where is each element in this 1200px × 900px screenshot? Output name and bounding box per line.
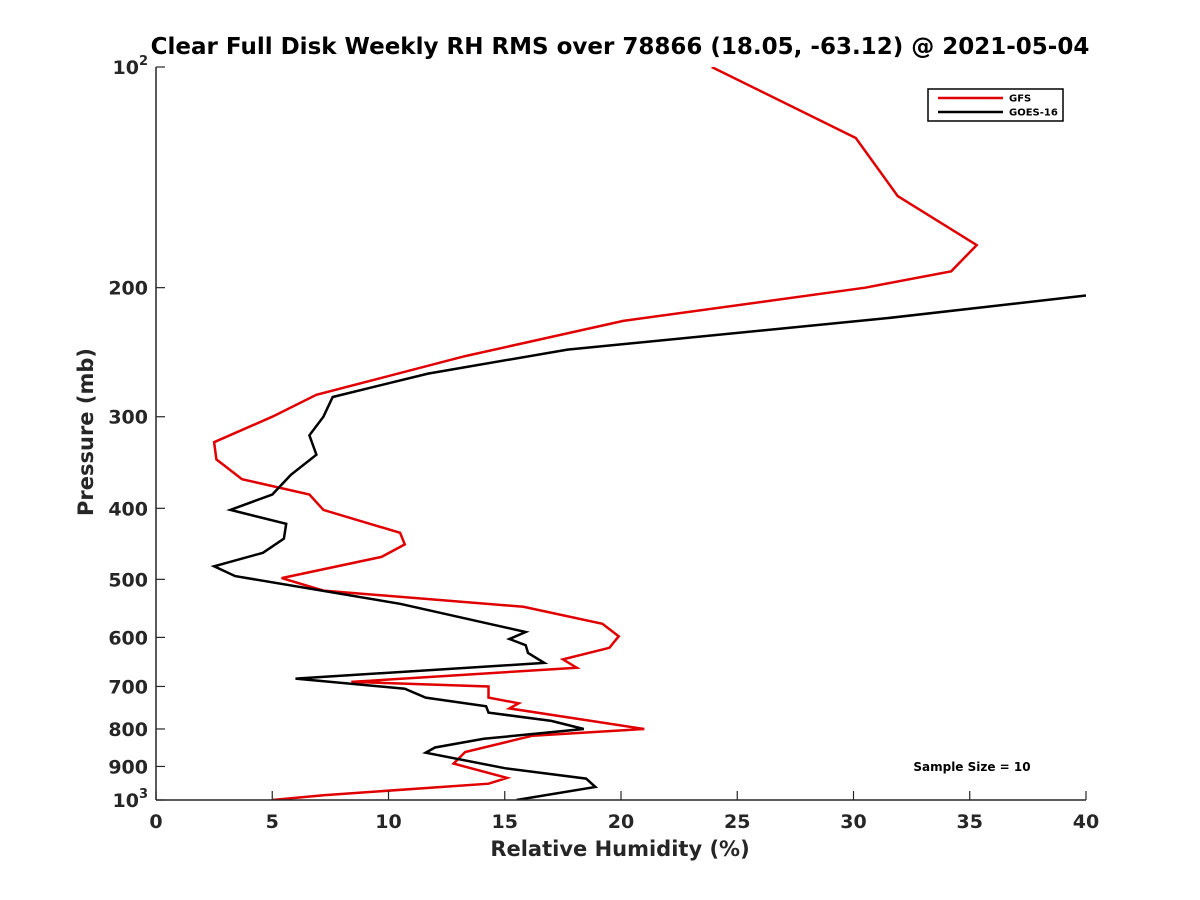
y-tick-label: 800 [108, 719, 148, 741]
legend-label-gfs: GFS [1009, 94, 1031, 105]
series-layer [210, 67, 1086, 800]
x-tick-label: 15 [492, 811, 518, 833]
y-tick-label: 700 [108, 676, 148, 698]
y-tick-label: 400 [108, 498, 148, 520]
x-tick-label: 25 [724, 811, 750, 833]
ticks-layer: 0 5 10 15 20 25 30 35 40 102 200 300 400 500 600 700 800… [108, 54, 1099, 833]
x-tick-label: 20 [608, 811, 634, 833]
legend: GFS GOES-16 [927, 88, 1064, 122]
x-tick-label: 0 [149, 811, 162, 833]
x-tick-label: 40 [1073, 811, 1099, 833]
chart-title: Clear Full Disk Weekly RH RMS over 78866… [151, 34, 1090, 60]
y-tick-label: 300 [108, 407, 148, 429]
y-tick-label: 900 [108, 756, 148, 778]
y-tick-label: 103 [113, 787, 149, 812]
series-line-goes-16 [210, 294, 1086, 800]
sample-size-annotation: Sample Size = 10 [913, 760, 1030, 774]
y-tick-label: 500 [108, 569, 148, 591]
y-axis-label: Pressure (mb) [74, 348, 98, 516]
x-tick-label: 10 [375, 811, 401, 833]
x-tick-label: 35 [957, 811, 983, 833]
y-tick-label: 102 [113, 54, 149, 79]
x-tick-label: 5 [266, 811, 279, 833]
legend-label-goes-16: GOES-16 [1009, 108, 1058, 119]
y-tick-label: 600 [108, 627, 148, 649]
y-tick-label: 200 [108, 278, 148, 300]
x-axis-label: Relative Humidity (%) [490, 837, 749, 861]
x-tick-label: 30 [840, 811, 866, 833]
legend-box [927, 88, 1064, 122]
